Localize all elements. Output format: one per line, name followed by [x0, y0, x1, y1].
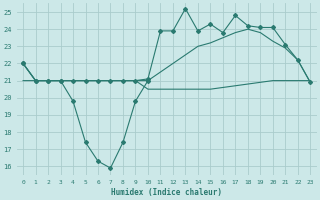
- X-axis label: Humidex (Indice chaleur): Humidex (Indice chaleur): [111, 188, 222, 197]
